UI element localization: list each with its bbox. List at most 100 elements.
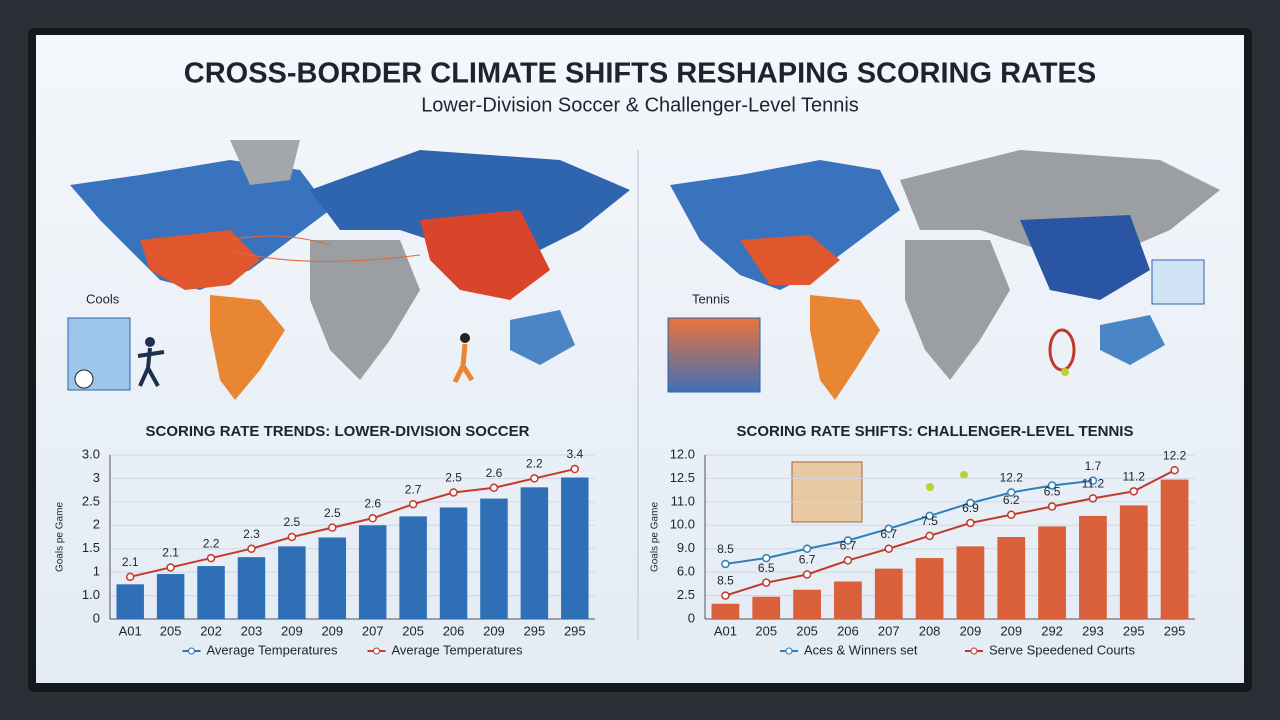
y-tick-label: 9.0 (677, 540, 695, 555)
bar (997, 537, 1026, 619)
ball-icon (926, 483, 934, 491)
x-tick-label: 295 (524, 623, 546, 638)
bar (711, 603, 740, 619)
y-axis-label: Goals pe Game (55, 502, 66, 572)
point-label: 2.5 (445, 471, 462, 485)
court-icon (667, 317, 761, 393)
point-label: 6.9 (962, 501, 979, 515)
point-label: 2.1 (162, 546, 179, 560)
subtitle: Lower-Division Soccer & Challenger-Level… (421, 94, 859, 116)
line-point (925, 511, 934, 521)
x-tick-label: 205 (755, 623, 777, 638)
line-point (843, 556, 853, 565)
bar (358, 525, 387, 619)
point-label: 12.2 (1000, 471, 1024, 485)
bar (197, 566, 225, 619)
y-tick-label: 1.0 (82, 587, 100, 602)
y-tick-label: 2 (93, 517, 100, 532)
point-label: 11.2 (1123, 469, 1146, 483)
point-label: 2.5 (324, 506, 341, 520)
line (725, 469, 1176, 597)
point-label: 6.5 (758, 561, 775, 575)
y-axis-label: Goals pe Game (650, 502, 661, 572)
x-tick-label: 295 (1164, 623, 1186, 638)
y-tick-label: 0 (688, 610, 695, 625)
bar (318, 537, 347, 619)
point-label: 6.5 (1044, 485, 1061, 499)
x-tick-label: A01 (714, 623, 737, 638)
y-tick-label: 1.5 (82, 540, 100, 555)
line (129, 468, 576, 578)
line-point (1088, 476, 1098, 486)
y-tick-label: 1 (93, 564, 100, 579)
legend-label: Average Temperatures (392, 642, 524, 657)
y-tick-label: 12.0 (670, 446, 695, 461)
line-point (1129, 487, 1138, 496)
line-point (449, 488, 458, 497)
point-label: 12.2 (1163, 448, 1187, 462)
bar (752, 596, 781, 619)
y-tick-label: 3 (93, 470, 100, 485)
x-tick-label: 207 (362, 623, 384, 638)
world-map (670, 150, 1220, 400)
line-point (125, 572, 135, 582)
player-icon (145, 337, 155, 347)
bar (561, 477, 589, 619)
y-tick-label: 6.0 (677, 564, 695, 579)
line-point (247, 544, 256, 553)
player-icon (452, 343, 475, 384)
y-tick-label: 3.0 (82, 446, 100, 461)
y-tick-label: 10.0 (670, 517, 695, 532)
bar (237, 557, 266, 619)
bar (1079, 515, 1107, 619)
line-point (328, 523, 337, 532)
x-tick-label: 205 (160, 623, 182, 638)
line-point (802, 570, 812, 579)
y-tick-label: 0 (93, 610, 100, 625)
line (725, 479, 1094, 565)
bar (874, 568, 903, 619)
line-point (1088, 494, 1098, 503)
line-point (966, 518, 975, 528)
x-tick-label: 209 (281, 623, 303, 638)
player-icon (137, 347, 165, 387)
line-point (802, 544, 812, 553)
legend-label: Aces & Winners set (804, 642, 918, 657)
bar (480, 498, 508, 619)
x-tick-label: 295 (564, 623, 586, 638)
line-point (966, 498, 975, 508)
point-label: 6.7 (880, 527, 897, 541)
line-point (570, 464, 580, 474)
legend-swatch (970, 647, 978, 655)
point-label: 8.5 (717, 574, 734, 588)
y-tick-label: 2.5 (677, 587, 695, 602)
bar (439, 507, 468, 619)
point-label: 6.2 (1003, 493, 1020, 507)
bar (399, 516, 427, 619)
line-point (1007, 488, 1016, 497)
chart-title: SCORING RATE TRENDS: LOWER-DIVISION SOCC… (146, 423, 530, 440)
line-point (1007, 510, 1016, 519)
line-point (721, 591, 730, 600)
x-tick-label: 203 (241, 623, 263, 638)
legend-swatch (188, 647, 195, 655)
line-point (489, 483, 499, 493)
x-tick-label: 209 (321, 623, 343, 638)
line-point (884, 524, 893, 534)
line-point (166, 563, 175, 572)
line-point (1047, 502, 1057, 511)
legend-swatch (373, 647, 380, 655)
point-label: 2.2 (203, 536, 220, 550)
line-point (925, 531, 934, 541)
y-tick-label: 12.5 (670, 470, 695, 485)
title: CROSS-BORDER CLIMATE SHIFTS RESHAPING SC… (184, 58, 1096, 90)
ball-icon (1061, 368, 1069, 376)
line-point (287, 532, 297, 542)
x-tick-label: 292 (1041, 623, 1063, 638)
x-tick-label: 206 (443, 623, 465, 638)
legend-label: Serve Speedened Courts (989, 642, 1135, 657)
point-label: 6.7 (799, 553, 816, 567)
y-tick-label: 11.0 (671, 493, 695, 508)
ball-icon (74, 369, 94, 389)
